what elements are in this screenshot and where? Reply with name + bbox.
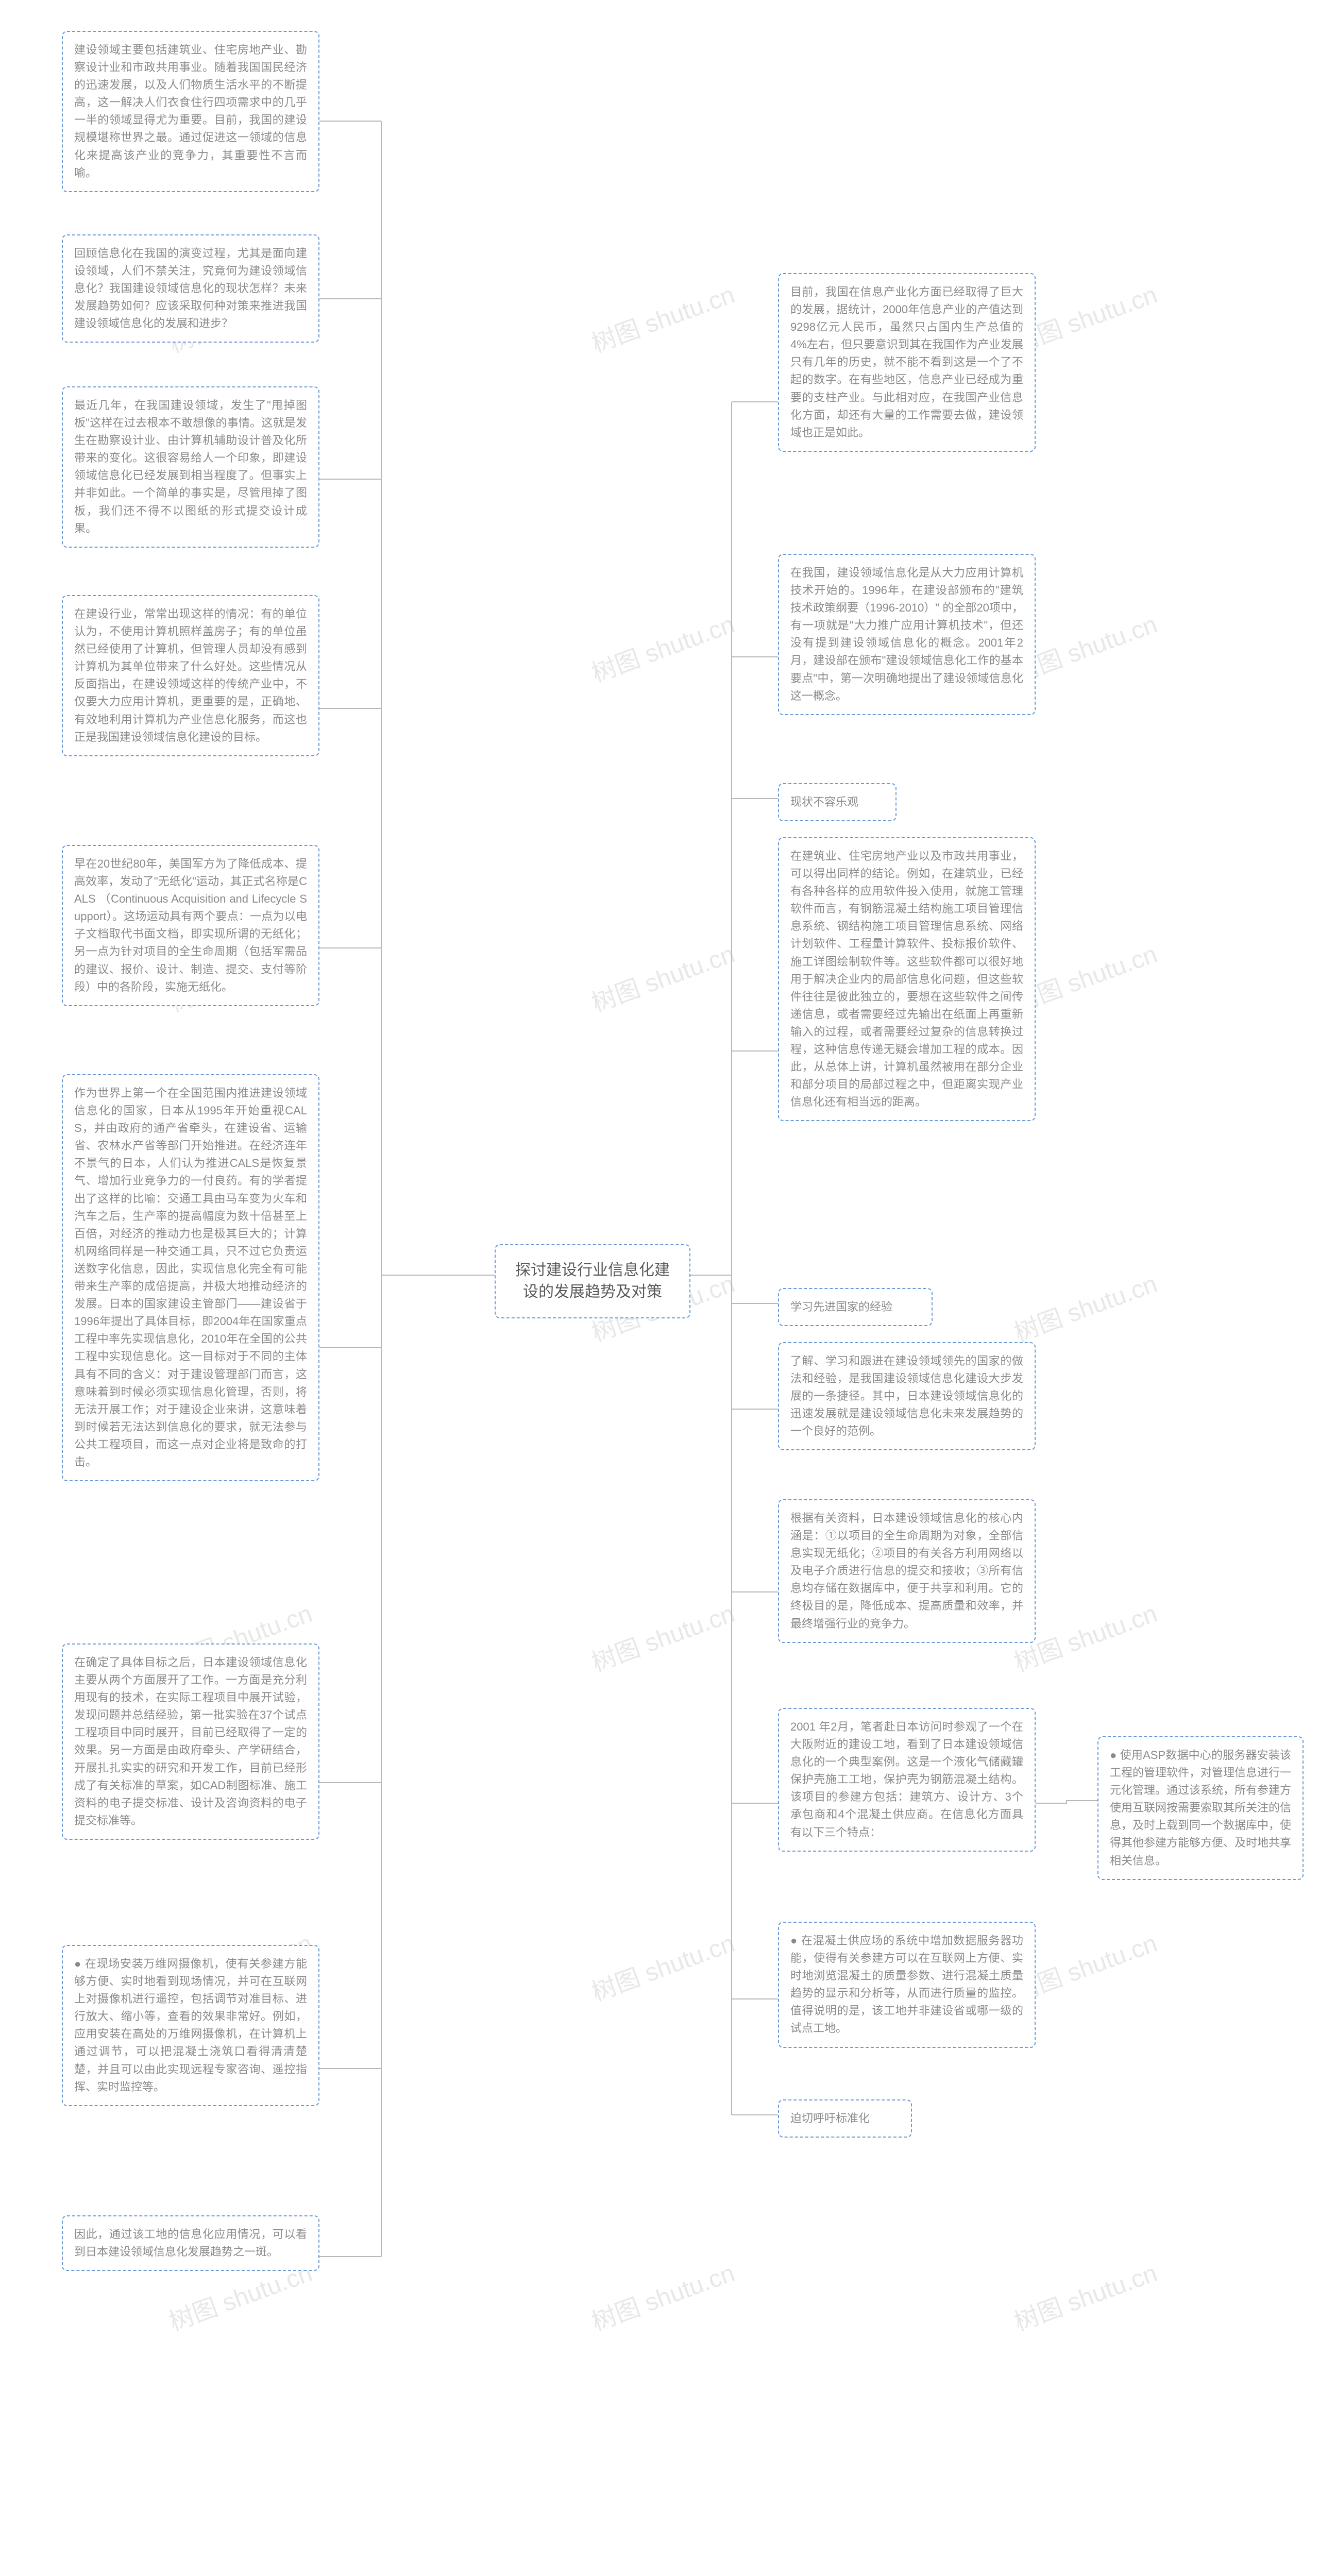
left-node-text: 最近几年，在我国建设领域，发生了"甩掉图板"这样在过去根本不敢想像的事情。这就是… — [74, 397, 307, 537]
right-node: 在我国，建设领域信息化是从大力应用计算机技术开始的。1996年，在建设部颁布的"… — [778, 554, 1036, 715]
watermark-text: 树图 shutu.cn — [586, 1923, 739, 2008]
right-node: ● 在混凝土供应场的系统中增加数据服务器功能，使得有关参建方可以在互联网上方便、… — [778, 1922, 1036, 2048]
right-node: 了解、学习和跟进在建设领域领先的国家的做法和经验，是我国建设领域信息化建设大步发… — [778, 1342, 1036, 1450]
left-node: 作为世界上第一个在全国范围内推进建设领域信息化的国家，日本从1995年开始重视C… — [62, 1074, 319, 1481]
left-node-text: 回顾信息化在我国的演变过程，尤其是面向建设领域，人们不禁关注，究竟何为建设领域信… — [74, 245, 307, 332]
right-node-text: 在我国，建设领域信息化是从大力应用计算机技术开始的。1996年，在建设部颁布的"… — [790, 564, 1023, 705]
left-node: 因此，通过该工地的信息化应用情况，可以看到日本建设领域信息化发展趋势之一斑。 — [62, 2215, 319, 2271]
watermark-text: 树图 shutu.cn — [586, 934, 739, 1019]
right-node-text: 2001 年2月，笔者赴日本访问时参观了一个在大阪附近的建设工地，看到了日本建设… — [790, 1718, 1023, 1841]
watermark-text: 树图 shutu.cn — [586, 274, 739, 359]
left-node: ● 在现场安装万维网摄像机，使有关参建方能够方便、实时地看到现场情况，并可在互联… — [62, 1945, 319, 2106]
center-topic-node: 探讨建设行业信息化建设的发展趋势及对策 — [495, 1244, 690, 1318]
right-node-text: 在建筑业、住宅房地产业以及市政共用事业，可以得出同样的结论。例如，在建筑业，已经… — [790, 848, 1023, 1111]
left-node-text: 早在20世纪80年，美国军方为了降低成本、提高效率，发动了"无纸化"运动，其正式… — [74, 855, 307, 996]
right-node: 学习先进国家的经验 — [778, 1288, 933, 1326]
right-node: 2001 年2月，笔者赴日本访问时参观了一个在大阪附近的建设工地，看到了日本建设… — [778, 1708, 1036, 1852]
right-node-text: ● 在混凝土供应场的系统中增加数据服务器功能，使得有关参建方可以在互联网上方便、… — [790, 1932, 1023, 2038]
center-topic-text: 探讨建设行业信息化建设的发展趋势及对策 — [508, 1260, 677, 1303]
right-node-text: 学习先进国家的经验 — [790, 1298, 920, 1316]
left-node: 在确定了具体目标之后，日本建设领域信息化主要从两个方面展开了工作。一方面是充分利… — [62, 1643, 319, 1840]
far-right-node: ● 使用ASP数据中心的服务器安装该工程的管理软件，对管理信息进行一元化管理。通… — [1097, 1736, 1304, 1880]
left-node-text: 因此，通过该工地的信息化应用情况，可以看到日本建设领域信息化发展趋势之一斑。 — [74, 2226, 307, 2261]
right-node: 在建筑业、住宅房地产业以及市政共用事业，可以得出同样的结论。例如，在建筑业，已经… — [778, 837, 1036, 1121]
right-node-text: 现状不容乐观 — [790, 793, 884, 811]
right-node: 迫切呼吁标准化 — [778, 2099, 912, 2138]
left-node: 最近几年，在我国建设领域，发生了"甩掉图板"这样在过去根本不敢想像的事情。这就是… — [62, 386, 319, 548]
left-node: 回顾信息化在我国的演变过程，尤其是面向建设领域，人们不禁关注，究竟何为建设领域信… — [62, 234, 319, 343]
right-node-text: 迫切呼吁标准化 — [790, 2110, 900, 2127]
right-node-text: 了解、学习和跟进在建设领域领先的国家的做法和经验，是我国建设领域信息化建设大步发… — [790, 1352, 1023, 1440]
left-node: 早在20世纪80年，美国军方为了降低成本、提高效率，发动了"无纸化"运动，其正式… — [62, 845, 319, 1006]
left-node-text: 建设领域主要包括建筑业、住宅房地产业、勘察设计业和市政共用事业。随着我国国民经济… — [74, 41, 307, 182]
watermark-text: 树图 shutu.cn — [1008, 1263, 1161, 1348]
right-node-text: 目前，我国在信息产业化方面已经取得了巨大的发展，据统计，2000年信息产业的产值… — [790, 283, 1023, 442]
left-node: 在建设行业，常常出现这样的情况：有的单位认为，不使用计算机照样盖房子；有的单位虽… — [62, 595, 319, 756]
left-node-text: ● 在现场安装万维网摄像机，使有关参建方能够方便、实时地看到现场情况，并可在互联… — [74, 1955, 307, 2096]
right-node: 现状不容乐观 — [778, 783, 897, 821]
left-node: 建设领域主要包括建筑业、住宅房地产业、勘察设计业和市政共用事业。随着我国国民经济… — [62, 31, 319, 192]
far-right-node-text: ● 使用ASP数据中心的服务器安装该工程的管理软件，对管理信息进行一元化管理。通… — [1110, 1747, 1291, 1870]
right-node: 根据有关资料，日本建设领域信息化的核心内涵是：①以项目的全生命周期为对象，全部信… — [778, 1499, 1036, 1643]
left-node-text: 在确定了具体目标之后，日本建设领域信息化主要从两个方面展开了工作。一方面是充分利… — [74, 1654, 307, 1829]
left-node-text: 作为世界上第一个在全国范围内推进建设领域信息化的国家，日本从1995年开始重视C… — [74, 1084, 307, 1471]
watermark-text: 树图 shutu.cn — [586, 2252, 739, 2337]
watermark-text: 树图 shutu.cn — [586, 1593, 739, 1678]
watermark-text: 树图 shutu.cn — [586, 604, 739, 689]
watermark-text: 树图 shutu.cn — [1008, 2252, 1161, 2337]
left-node-text: 在建设行业，常常出现这样的情况：有的单位认为，不使用计算机照样盖房子；有的单位虽… — [74, 605, 307, 746]
right-node: 目前，我国在信息产业化方面已经取得了巨大的发展，据统计，2000年信息产业的产值… — [778, 273, 1036, 452]
right-node-text: 根据有关资料，日本建设领域信息化的核心内涵是：①以项目的全生命周期为对象，全部信… — [790, 1510, 1023, 1633]
